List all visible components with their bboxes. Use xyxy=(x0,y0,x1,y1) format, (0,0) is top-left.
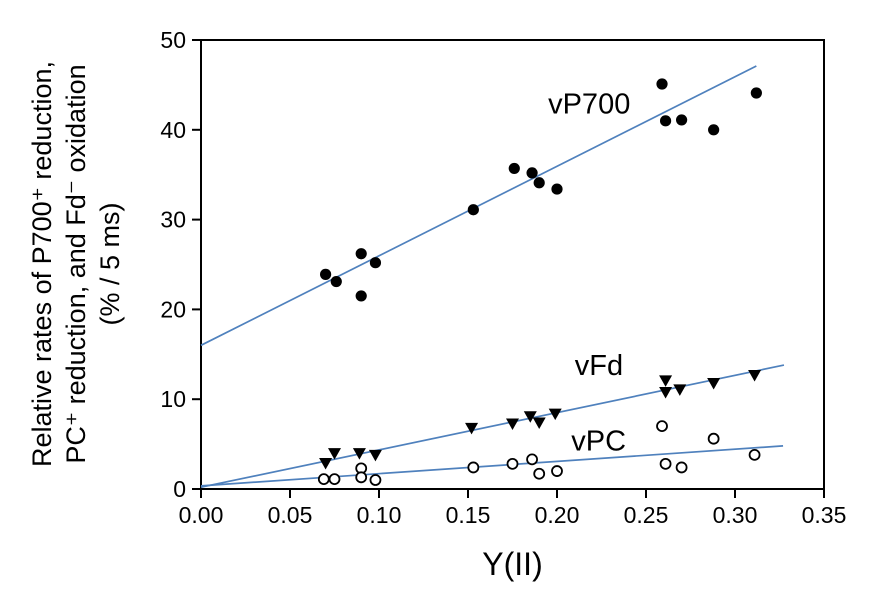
x-tick-label: 0.30 xyxy=(713,502,758,528)
vP700-point xyxy=(369,257,382,269)
vFd-point xyxy=(707,378,721,390)
vP700-trendline xyxy=(200,65,757,347)
vPC-point xyxy=(369,474,382,486)
vPC-point xyxy=(659,457,672,470)
vPC-point xyxy=(551,465,563,477)
vP700-point xyxy=(320,268,332,280)
vFd-point xyxy=(659,387,673,399)
y-axis-title-line-1: Relative rates of P700⁺ reduction, xyxy=(27,61,57,467)
vPC-label: vPC xyxy=(571,425,626,457)
y-tick-label: 40 xyxy=(160,117,186,143)
vPC-point xyxy=(707,432,720,445)
vPC-point xyxy=(317,473,330,486)
vFd-point xyxy=(465,422,479,435)
vPC-point xyxy=(533,467,546,480)
x-axis-title: Y(II) xyxy=(482,546,543,582)
vFd-point xyxy=(506,418,519,430)
vP700-point xyxy=(750,87,762,99)
vFd-point xyxy=(548,408,562,421)
plot-box xyxy=(200,39,825,490)
vFd-point xyxy=(328,448,341,460)
vP700-point xyxy=(467,204,479,216)
x-tick-label: 0.15 xyxy=(446,502,491,528)
vPC-point xyxy=(467,461,480,474)
vPC-point xyxy=(355,471,368,484)
vFd-point xyxy=(352,448,366,460)
vP700-point xyxy=(656,78,668,90)
vP700-point xyxy=(533,177,545,189)
y-tick-label: 30 xyxy=(160,207,186,233)
vP700-point xyxy=(330,275,342,288)
vPC-point xyxy=(748,448,761,461)
x-tick-label: 0.20 xyxy=(535,502,580,528)
y-axis-title-line-2: PC⁺ reduction, and Fd⁻ oxidation xyxy=(61,64,91,464)
vFd-point xyxy=(319,457,333,470)
vP700-point xyxy=(708,124,720,136)
vFd-label: vFd xyxy=(575,350,623,382)
vPC-point xyxy=(506,457,519,470)
y-tick-label: 0 xyxy=(173,476,186,502)
vPC-point xyxy=(328,473,341,486)
y-tick-label: 10 xyxy=(160,386,186,412)
vFd-point xyxy=(532,417,546,430)
vP700-point xyxy=(551,183,563,195)
x-tick-label: 0.10 xyxy=(357,502,402,528)
vFd-point xyxy=(673,384,687,396)
vP700-point xyxy=(676,114,688,126)
vP700-point xyxy=(355,290,367,302)
vFd-point xyxy=(659,375,673,387)
x-tick-label: 0.00 xyxy=(179,502,224,528)
vP700-point xyxy=(508,162,520,175)
x-tick-label: 0.25 xyxy=(624,502,669,528)
vP700-point xyxy=(355,248,367,260)
vPC-point xyxy=(526,453,538,466)
x-tick-label: 0.05 xyxy=(268,502,313,528)
vP700-label: vP700 xyxy=(548,89,630,121)
vPC-trendline xyxy=(200,445,784,487)
y-axis-title: Relative rates of P700⁺ reduction, PC⁺ r… xyxy=(25,0,127,529)
y-tick-label: 20 xyxy=(160,296,186,322)
vP700-point xyxy=(659,115,672,127)
vP700-point xyxy=(526,167,538,179)
vFd-point xyxy=(368,449,382,462)
vPC-point xyxy=(675,461,688,474)
x-tick-label: 0.35 xyxy=(802,502,847,528)
y-tick-label: 50 xyxy=(160,27,186,53)
vFd-trendline xyxy=(200,364,785,489)
vPC-point xyxy=(656,420,668,433)
y-axis-title-line-3: (% / 5 ms) xyxy=(95,202,125,326)
vFd-point xyxy=(748,369,762,382)
vFd-point xyxy=(523,411,537,423)
